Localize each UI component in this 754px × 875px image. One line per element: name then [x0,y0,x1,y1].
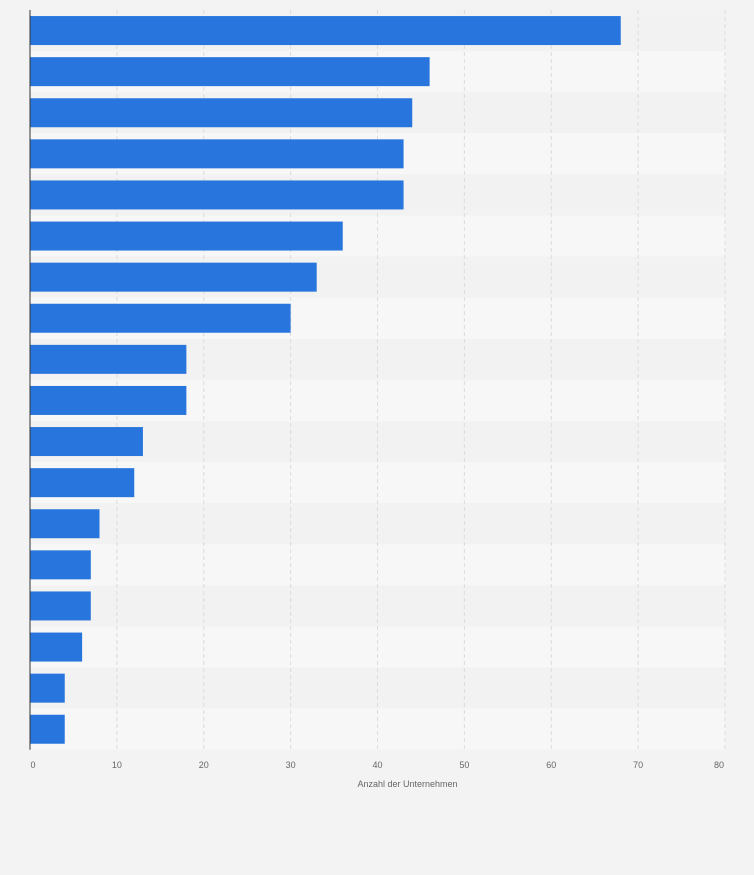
bar[interactable] [30,632,83,662]
x-axis-label: Anzahl der Unternehmen [357,779,457,789]
bar[interactable] [30,427,143,457]
x-tick-label: 0 [30,760,35,770]
bar[interactable] [30,180,404,210]
x-tick-label: 60 [546,760,556,770]
bar[interactable] [30,139,404,169]
bar[interactable] [30,303,291,333]
bar[interactable] [30,714,65,744]
bar[interactable] [30,98,413,128]
bar[interactable] [30,509,100,539]
gridlines [116,10,726,750]
row-band [30,667,725,709]
bar[interactable] [30,262,317,292]
bar[interactable] [30,16,621,46]
bars [30,16,621,744]
bar[interactable] [30,221,343,251]
bar[interactable] [30,550,91,580]
bar[interactable] [30,673,65,703]
row-band [30,421,725,463]
x-tick-label: 40 [372,760,382,770]
x-tick-labels: 0 10 20 30 40 50 60 70 80 [30,760,724,770]
row-band [30,708,725,750]
x-tick-label: 30 [286,760,296,770]
bar[interactable] [30,385,187,415]
bar[interactable] [30,468,135,498]
x-tick-label: 70 [633,760,643,770]
x-tick-label: 50 [459,760,469,770]
x-tick-label: 20 [199,760,209,770]
bar[interactable] [30,591,91,621]
bar[interactable] [30,57,430,87]
x-tick-label: 80 [714,760,724,770]
bar[interactable] [30,344,187,374]
x-tick-label: 10 [112,760,122,770]
